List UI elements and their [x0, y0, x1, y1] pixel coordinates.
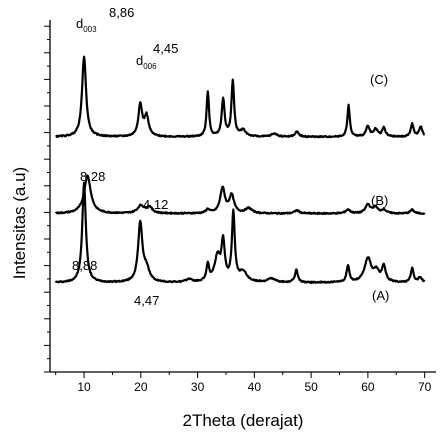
series-group: [54, 55, 426, 284]
annotation-a-peak1: 8,88: [72, 258, 97, 273]
x-tick-label: 30: [191, 380, 205, 394]
series-label-a: (A): [372, 288, 389, 303]
annotation-b-peak1: 8,28: [80, 169, 105, 184]
x-ticks: 10 20 30 40 50 60 70: [55, 372, 432, 394]
series-label-c: (C): [370, 72, 388, 87]
y-ticks: [44, 25, 50, 373]
x-tick-label: 70: [418, 380, 432, 394]
series-line-a: [55, 55, 426, 139]
x-tick-label: 10: [77, 380, 91, 394]
annotation-d006-value: 4,45: [153, 41, 178, 56]
x-tick-label: 20: [134, 380, 148, 394]
annotation-d003-value: 8,86: [109, 5, 134, 20]
annotation-b-peak2: 4,12: [143, 197, 168, 212]
x-tick-label: 40: [248, 380, 262, 394]
annotation-d006-label: d006: [136, 53, 157, 71]
x-tick-label: 60: [361, 380, 375, 394]
x-tick-label: 50: [304, 380, 318, 394]
axes: [49, 20, 436, 373]
annotation-a-peak2: 4,47: [134, 293, 159, 308]
x-axis-title: 2Theta (derajat): [183, 411, 304, 430]
series-line-c: [54, 181, 426, 284]
series-line-b: [54, 174, 426, 216]
annotation-d003-label: d003: [76, 16, 97, 34]
annotations-group: d003 8,86 d006 4,45 8,28 4,12 8,88 4,47: [72, 5, 178, 308]
y-axis-title: Intensitas (a.u): [10, 167, 29, 279]
series-labels: (C) (B) (A): [370, 72, 389, 303]
series-label-b: (B): [371, 193, 388, 208]
